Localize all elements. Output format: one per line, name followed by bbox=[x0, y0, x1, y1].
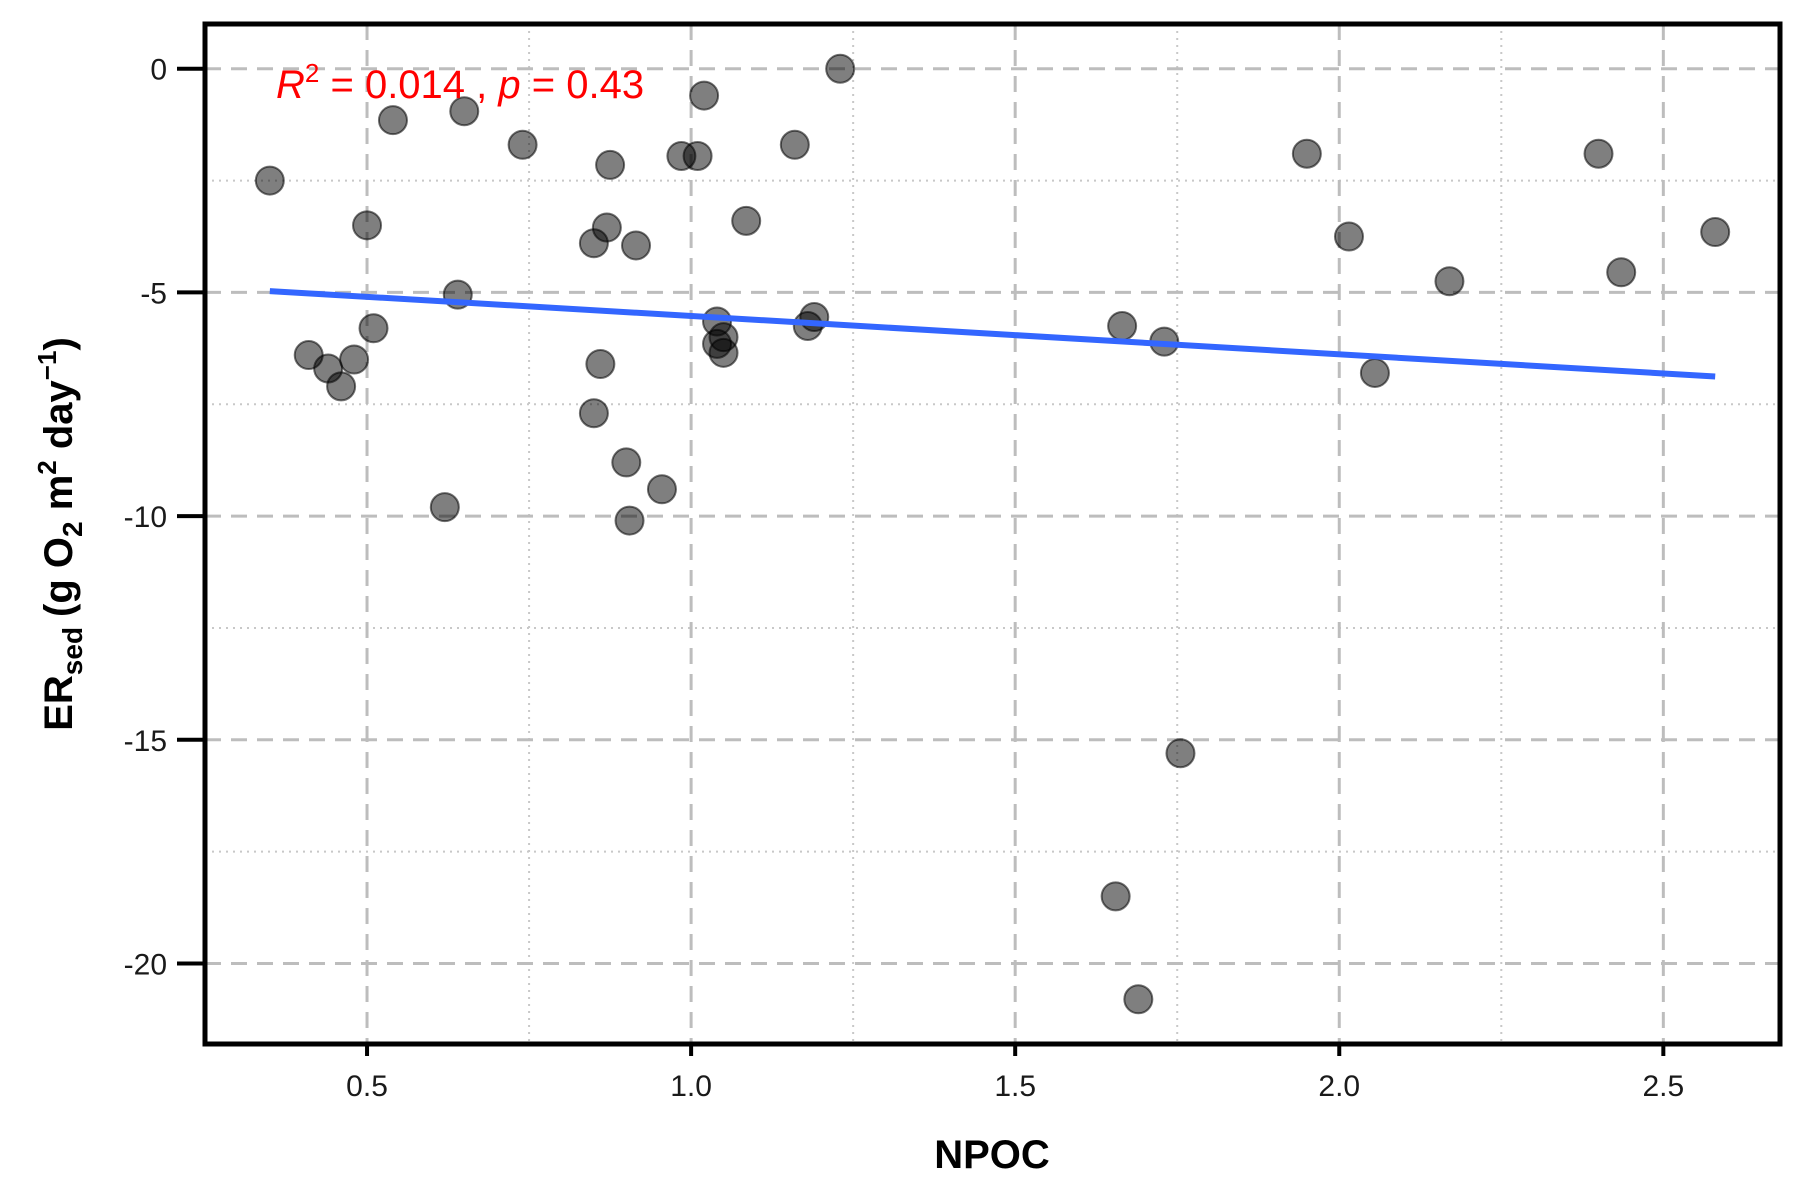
regression-line bbox=[269, 288, 1716, 380]
data-point bbox=[621, 230, 652, 261]
data-point bbox=[1100, 881, 1131, 912]
y-axis-title: ERsed(g O2 m2 day−1) bbox=[32, 337, 88, 731]
data-point bbox=[614, 505, 645, 536]
data-point bbox=[595, 149, 626, 180]
data-point bbox=[1434, 266, 1465, 297]
data-point bbox=[507, 129, 538, 160]
data-point bbox=[682, 140, 713, 171]
data-point bbox=[326, 371, 357, 402]
x-tick-label: 2.0 bbox=[1318, 1070, 1360, 1103]
plot-frame bbox=[202, 21, 1783, 1047]
y-title-main: ER bbox=[37, 675, 81, 731]
p-value: = 0.43 bbox=[521, 63, 644, 107]
data-point bbox=[585, 349, 616, 379]
data-point bbox=[449, 96, 480, 127]
data-point bbox=[339, 344, 370, 375]
x-tick-label: 1.5 bbox=[994, 1070, 1036, 1103]
y-tick-label: -5 bbox=[140, 277, 167, 310]
data-point bbox=[1165, 738, 1196, 769]
y-title-subscript: sed bbox=[57, 627, 88, 675]
data-points bbox=[254, 53, 1731, 1015]
y-title-close: ) bbox=[37, 337, 81, 350]
major-grid bbox=[205, 24, 1780, 1044]
y-title-m-superscript: 2 bbox=[32, 460, 62, 474]
regression-annotation: R2 = 0.014 , p = 0.43 bbox=[276, 58, 644, 107]
data-point bbox=[779, 129, 810, 160]
data-point bbox=[646, 474, 677, 505]
data-point bbox=[591, 212, 622, 243]
y-title-day: day bbox=[37, 379, 81, 460]
data-point bbox=[1123, 984, 1154, 1015]
r-symbol: R bbox=[276, 63, 305, 107]
data-point bbox=[731, 205, 762, 236]
data-point bbox=[352, 210, 383, 241]
x-axis-title: NPOC bbox=[934, 1133, 1050, 1177]
data-point bbox=[1359, 357, 1390, 388]
x-tick-label: 0.5 bbox=[346, 1070, 388, 1103]
data-point bbox=[578, 398, 609, 429]
data-point bbox=[611, 447, 642, 478]
y-tick-label: -15 bbox=[124, 725, 167, 758]
y-title-units: (g O bbox=[37, 537, 81, 617]
data-point bbox=[825, 53, 856, 84]
data-point bbox=[689, 80, 720, 111]
data-point bbox=[429, 492, 460, 523]
data-point bbox=[254, 165, 285, 196]
y-title-o2-subscript: 2 bbox=[57, 521, 88, 537]
minor-grid bbox=[205, 24, 1780, 1044]
data-point bbox=[1700, 217, 1731, 248]
y-axis-ticks: 0 -5 -10 -15 -20 bbox=[124, 54, 205, 981]
data-point bbox=[1291, 138, 1322, 169]
x-tick-label: 1.0 bbox=[670, 1070, 712, 1103]
data-point bbox=[377, 105, 408, 136]
regression-line-group bbox=[269, 288, 1716, 380]
p-symbol: p bbox=[497, 63, 520, 107]
r-value: = 0.014 , bbox=[319, 63, 498, 107]
r-superscript: 2 bbox=[305, 58, 319, 88]
y-tick-label: -10 bbox=[124, 501, 167, 534]
x-tick-label: 2.5 bbox=[1642, 1070, 1684, 1103]
data-point bbox=[1333, 221, 1364, 252]
data-point bbox=[358, 313, 389, 344]
x-axis-ticks: 0.5 1.0 1.5 2.0 2.5 bbox=[346, 1044, 1684, 1103]
y-tick-label: 0 bbox=[150, 54, 167, 87]
y-tick-label: -20 bbox=[124, 948, 167, 981]
y-title-m: m bbox=[37, 475, 81, 522]
data-point bbox=[708, 337, 739, 368]
data-point bbox=[1606, 257, 1637, 288]
data-point bbox=[1107, 310, 1138, 341]
y-title-day-superscript: −1 bbox=[32, 351, 62, 381]
data-point bbox=[1583, 138, 1614, 169]
